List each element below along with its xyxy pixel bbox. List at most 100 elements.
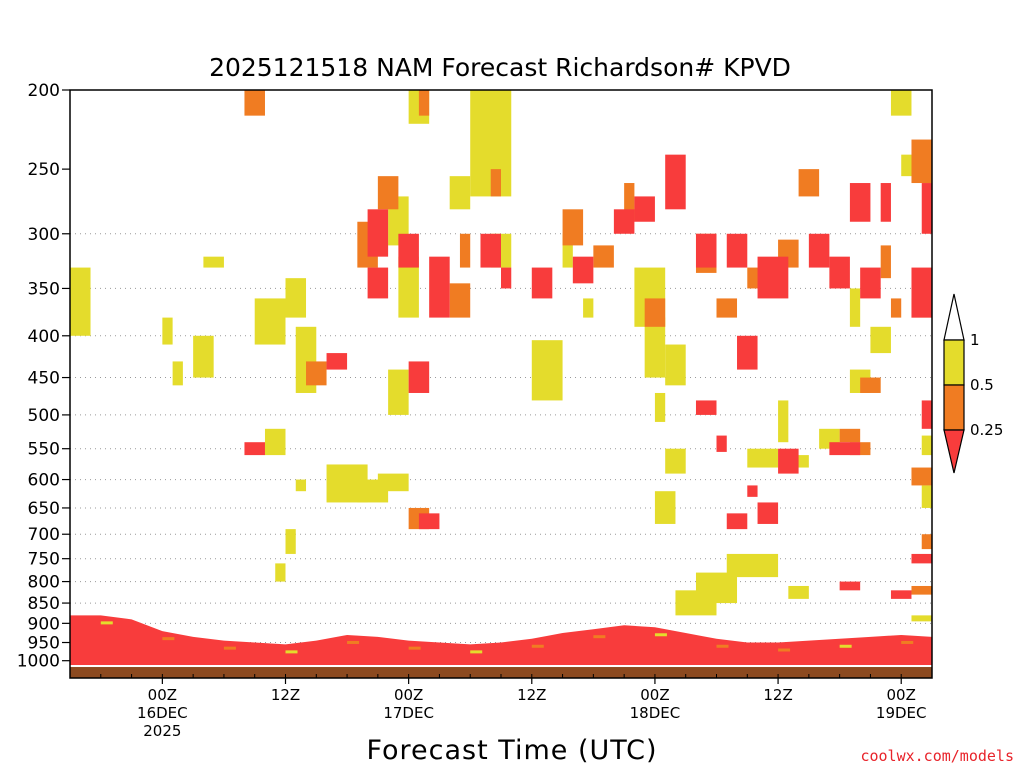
ri-cell-2-1	[326, 353, 348, 370]
ri-cell-2-23	[829, 442, 861, 456]
ri-cell-0-5	[254, 298, 286, 345]
ri-cell-1-22	[890, 298, 902, 318]
ri-cell-0-48	[911, 615, 932, 622]
ri-cell-2-35	[716, 435, 727, 452]
ground-fill	[70, 667, 932, 678]
ri-cell-0-32	[695, 572, 738, 604]
ri-cell-0-3	[193, 335, 214, 378]
ri-cell-1-3	[377, 176, 399, 210]
ri-cell-2-13	[634, 196, 655, 222]
ri-cell-2-12	[613, 209, 635, 234]
band-streak-17	[593, 635, 606, 639]
ri-cell-2-10	[531, 267, 553, 299]
ytick-label-650: 650	[28, 499, 60, 519]
ri-cell-1-10	[593, 245, 614, 268]
band-streak-13	[470, 650, 483, 654]
band-streak-19	[654, 633, 667, 637]
ri-cell-2-2	[367, 209, 389, 257]
ytick-label-700: 700	[28, 525, 60, 545]
ri-cell-1-17	[798, 169, 820, 197]
ri-cell-2-27	[911, 267, 932, 318]
ri-cell-2-9	[501, 267, 512, 289]
ri-cell-0-14	[377, 473, 409, 492]
xtick-label-42-0: 12Z	[517, 686, 546, 704]
ri-cell-0-17	[398, 256, 419, 318]
band-streak-23	[778, 648, 791, 652]
band-streak-7	[285, 650, 298, 654]
ytick-label-1000: 1000	[17, 652, 60, 672]
legend-level-0.5: 0.5	[970, 376, 994, 394]
ri-cell-0-2	[172, 361, 183, 386]
legend-level-1: 1	[970, 331, 980, 349]
ri-cell-2-18	[737, 335, 758, 370]
y-axis-ticks: 200 250 300 350 400 450 500 550 600 650 700 750 8008…	[17, 81, 70, 672]
ytick-label-850: 850	[28, 594, 60, 614]
ytick-label-550: 550	[28, 440, 60, 460]
xtick-label-18-0: 12Z	[271, 686, 300, 704]
ri-cell-2-20	[778, 448, 799, 474]
ri-cell-2-17	[726, 233, 748, 268]
ri-cell-1-14	[716, 298, 738, 318]
ytick-label-450: 450	[28, 369, 60, 389]
ri-cell-2-3	[367, 267, 389, 299]
band-streak-9	[347, 640, 360, 644]
ri-cell-2-19	[757, 256, 789, 299]
ri-cell-1-26	[911, 585, 932, 595]
ri-cell-2-16	[695, 400, 717, 415]
ri-cell-2-33	[890, 590, 912, 599]
ri-cell-2-5	[429, 256, 450, 318]
ri-cell-2-28	[921, 183, 932, 234]
ri-cell-0-42	[870, 326, 891, 354]
ri-cell-0-8	[264, 428, 286, 456]
ri-cell-2-0	[244, 442, 265, 456]
ri-cell-2-31	[921, 400, 932, 429]
band-streak-21	[716, 644, 729, 648]
ri-cell-0-33	[726, 553, 779, 578]
ri-cell-0-24	[583, 298, 594, 318]
ri-cell-2-14	[665, 154, 686, 210]
ri-cell-0-1	[162, 317, 173, 345]
ri-cell-2-36	[726, 513, 748, 530]
ri-cell-1-6	[449, 283, 471, 318]
ri-cell-0-10	[285, 529, 296, 554]
ytick-label-200: 200	[28, 81, 60, 101]
xtick-label-78-1: 19DEC	[876, 704, 927, 722]
ri-cell-1-12	[644, 298, 666, 327]
ri-cell-2-11	[572, 256, 594, 284]
ytick-label-350: 350	[28, 279, 60, 299]
ytick-label-400: 400	[28, 327, 60, 347]
ri-cell-1-4	[418, 90, 430, 116]
ri-cell-1-1	[306, 361, 327, 386]
legend: 1 0.5 0.25	[943, 293, 1003, 474]
credit-text: coolwx.com/models	[860, 747, 1014, 765]
ri-cell-1-8	[490, 169, 501, 197]
ri-cell-0-19	[449, 176, 471, 210]
xtick-label-78-0: 00Z	[887, 686, 916, 704]
x-axis-label: Forecast Time (UTC)	[366, 735, 657, 766]
ri-cell-0-15	[388, 369, 409, 415]
ri-cell-2-24	[849, 183, 871, 222]
surface-band	[70, 615, 932, 678]
richardson-cells	[70, 90, 932, 622]
band-streak-1	[100, 621, 113, 625]
legend-swatch-orange	[943, 384, 965, 431]
ytick-label-600: 600	[28, 471, 60, 491]
ytick-label-300: 300	[28, 225, 60, 245]
ri-cell-1-23	[911, 139, 932, 184]
ri-cell-2-8	[480, 233, 501, 268]
ri-cell-0-43	[890, 90, 912, 116]
ri-cell-1-0	[244, 90, 265, 116]
xtick-label-54-1: 18DEC	[630, 704, 681, 722]
ytick-label-800: 800	[28, 573, 60, 593]
ytick-label-750: 750	[28, 550, 60, 570]
ri-cell-0-29	[654, 491, 676, 524]
ytick-label-250: 250	[28, 160, 60, 180]
ytick-label-500: 500	[28, 406, 60, 426]
ri-cell-2-22	[829, 256, 850, 289]
band-streak-27	[901, 640, 914, 644]
ri-cell-0-6	[285, 278, 307, 318]
ri-cell-0-46	[921, 485, 932, 508]
xtick-label-30-1: 17DEC	[383, 704, 434, 722]
ri-cell-0-23	[562, 233, 573, 268]
